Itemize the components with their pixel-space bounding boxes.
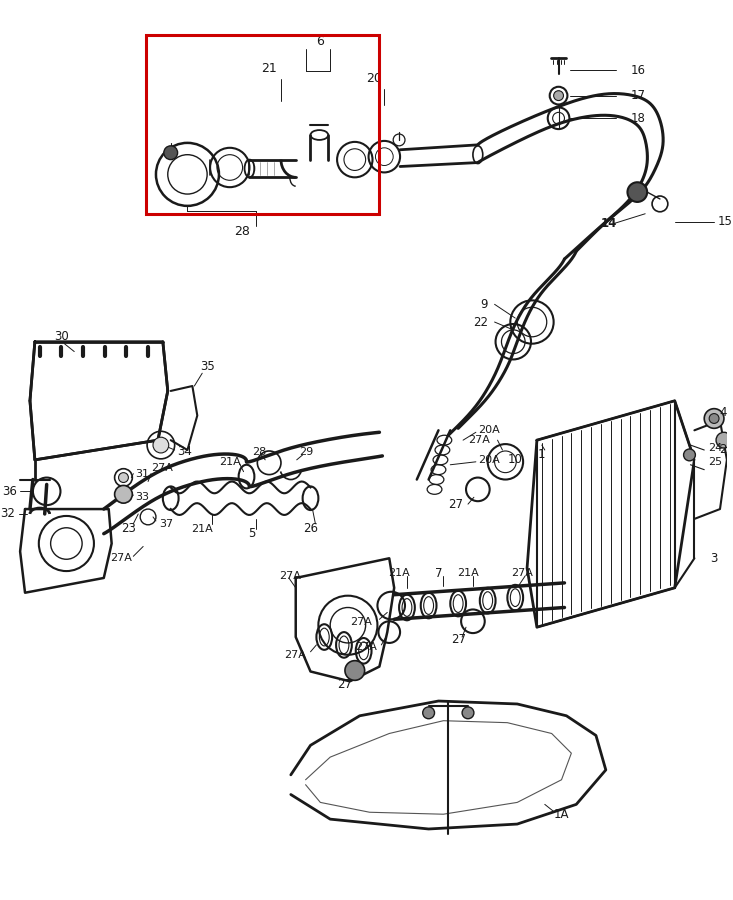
Polygon shape: [20, 509, 111, 593]
Polygon shape: [171, 386, 197, 450]
Text: 24: 24: [708, 443, 723, 453]
Text: 21A: 21A: [457, 568, 479, 578]
Text: 9: 9: [480, 298, 487, 310]
Circle shape: [423, 706, 435, 719]
Text: 34: 34: [177, 446, 193, 458]
Text: 35: 35: [200, 360, 215, 373]
Text: 6: 6: [317, 35, 324, 48]
Circle shape: [709, 414, 719, 423]
Text: 15: 15: [718, 215, 733, 228]
Text: 21A: 21A: [388, 568, 410, 578]
Text: 33: 33: [136, 492, 150, 502]
Text: 2: 2: [719, 444, 727, 456]
Text: 27A: 27A: [356, 642, 377, 652]
Circle shape: [164, 146, 177, 159]
Text: 21A: 21A: [219, 457, 240, 467]
Text: 27A: 27A: [284, 650, 306, 660]
Text: 20A: 20A: [478, 454, 500, 464]
Text: 20: 20: [366, 72, 383, 86]
Text: 37: 37: [159, 518, 173, 529]
Text: 32: 32: [0, 508, 15, 520]
Text: 27A: 27A: [350, 617, 372, 627]
Text: 27: 27: [337, 678, 353, 691]
Polygon shape: [694, 420, 727, 519]
Circle shape: [153, 437, 169, 453]
Text: 23: 23: [121, 522, 136, 536]
Polygon shape: [295, 558, 394, 681]
Circle shape: [553, 91, 564, 101]
Polygon shape: [291, 701, 605, 829]
Circle shape: [627, 183, 647, 202]
Text: 22: 22: [473, 316, 487, 328]
Circle shape: [114, 485, 133, 503]
Polygon shape: [30, 342, 168, 460]
Text: 21A: 21A: [191, 524, 213, 534]
Circle shape: [119, 472, 128, 482]
Text: 25: 25: [708, 457, 722, 467]
Text: 1A: 1A: [553, 807, 570, 821]
Text: 21: 21: [261, 61, 277, 75]
Text: 7: 7: [435, 566, 442, 580]
Text: 27: 27: [451, 634, 465, 646]
Text: 27A: 27A: [151, 463, 173, 473]
Text: 27A: 27A: [511, 568, 533, 578]
Circle shape: [345, 661, 364, 680]
Text: 31: 31: [136, 469, 150, 479]
Circle shape: [684, 449, 696, 461]
Text: 16: 16: [630, 64, 646, 76]
Text: 14: 14: [601, 217, 617, 230]
Text: 30: 30: [54, 330, 70, 343]
Text: 27A: 27A: [111, 554, 133, 563]
Text: 18: 18: [630, 112, 645, 125]
Bar: [146, 34, 380, 214]
Text: 26: 26: [303, 522, 318, 536]
Text: 29: 29: [300, 447, 314, 457]
Polygon shape: [527, 400, 694, 627]
Text: 20A: 20A: [478, 426, 500, 436]
Text: 1: 1: [538, 448, 545, 462]
Circle shape: [462, 706, 474, 719]
Text: 27A: 27A: [468, 436, 490, 446]
Circle shape: [716, 432, 732, 448]
Text: 28: 28: [252, 447, 266, 457]
Text: 28: 28: [234, 225, 249, 238]
Text: 27: 27: [448, 498, 463, 510]
Text: 10: 10: [507, 454, 522, 466]
Text: 17: 17: [630, 89, 646, 102]
Circle shape: [704, 409, 724, 428]
Text: 27A: 27A: [279, 571, 301, 581]
Text: 36: 36: [2, 485, 17, 498]
Text: 4: 4: [719, 406, 727, 419]
Text: 5: 5: [248, 527, 255, 540]
Text: 3: 3: [710, 552, 718, 565]
